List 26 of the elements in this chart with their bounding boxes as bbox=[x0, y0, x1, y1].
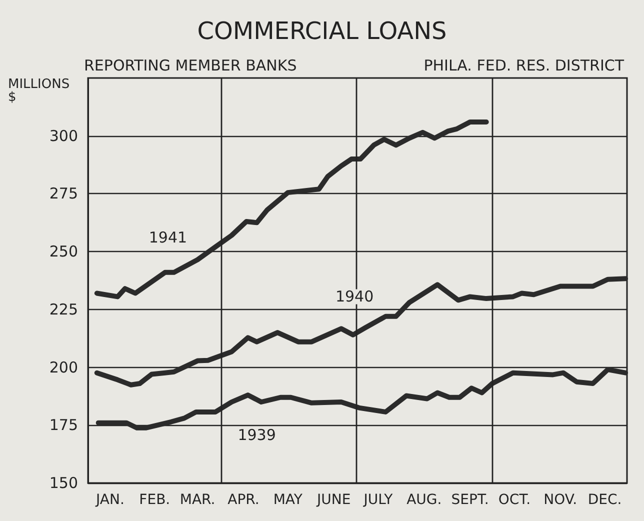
x-tick-label: JULY bbox=[362, 492, 394, 508]
x-tick-label: NOV. bbox=[544, 492, 578, 508]
y-tick-label: 300 bbox=[49, 126, 78, 145]
chart-subtitle: REPORTING MEMBER BANKS bbox=[84, 56, 297, 74]
x-tick-label: JUNE bbox=[316, 492, 351, 508]
chart-title: COMMERCIAL LOANS bbox=[197, 17, 447, 45]
x-tick-label: AUG. bbox=[406, 492, 442, 508]
annotation: 1940 bbox=[335, 288, 374, 306]
y-tick-label: 250 bbox=[49, 242, 78, 261]
x-tick-label: APR. bbox=[228, 492, 260, 508]
y-tick-label: 200 bbox=[49, 358, 78, 376]
y-tick-label: 225 bbox=[49, 300, 78, 318]
x-tick-label: SEPT. bbox=[451, 492, 489, 508]
x-tick-label: MAR. bbox=[180, 492, 216, 508]
y-tick-label: 175 bbox=[49, 416, 78, 434]
y-axis-title: MILLIONS $ bbox=[8, 77, 70, 105]
y-tick-label: 150 bbox=[49, 474, 78, 492]
x-tick-label: MAY bbox=[273, 492, 303, 508]
annotation: 1941 bbox=[148, 228, 188, 247]
x-tick-label: FEB. bbox=[139, 492, 170, 508]
text: PHILA. FED. RES. DISTRICT bbox=[424, 56, 625, 74]
x-tick-label: DEC. bbox=[588, 492, 622, 508]
annotation: 1939 bbox=[238, 426, 276, 444]
x-tick-label: JAN. bbox=[95, 492, 124, 508]
x-tick-label: OCT. bbox=[498, 492, 531, 508]
y-tick-label: 275 bbox=[49, 184, 78, 203]
